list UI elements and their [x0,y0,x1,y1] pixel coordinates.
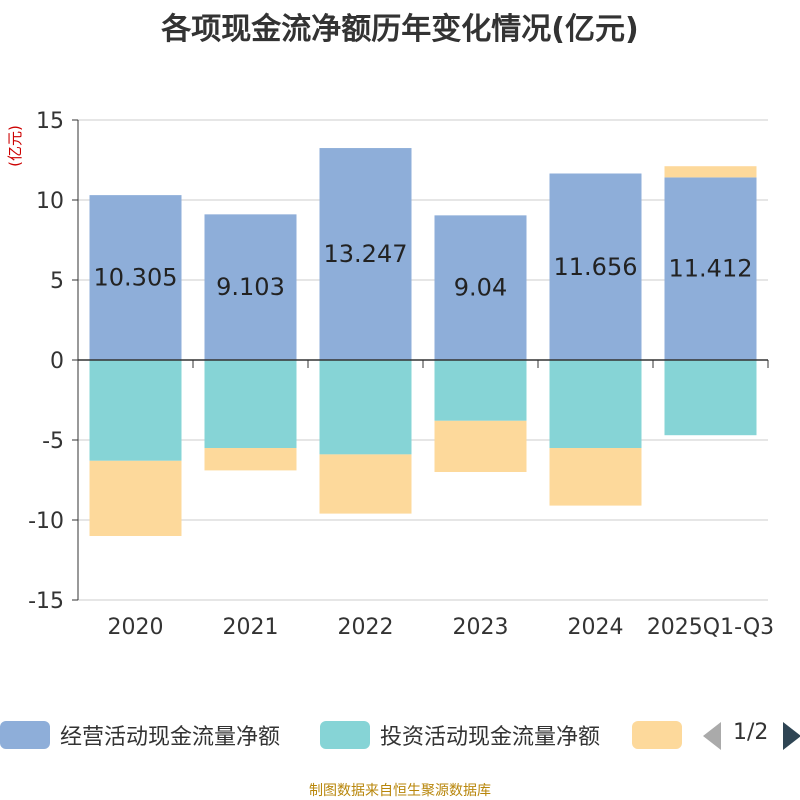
data-label: 9.103 [216,273,285,301]
data-label: 11.656 [554,253,638,281]
bar-0-2022 [319,148,412,360]
x-tick-label: 2024 [568,615,624,640]
bar-2-2025Q1-Q3 [664,166,757,178]
bar-1-2023 [434,360,527,421]
bar-0-2021 [204,214,297,360]
y-axis-label: (亿元) [6,125,24,167]
y-tick-label: 10 [36,189,64,214]
data-label: 13.247 [324,240,408,268]
y-tick-label: -10 [28,509,64,534]
legend-next-page-icon[interactable] [783,722,800,750]
y-tick-label: 0 [50,349,64,374]
legend-item-operating[interactable]: 经营活动现金流量净额 [0,718,280,752]
legend-swatch-financing [632,721,682,749]
bar-0-2024 [549,173,642,360]
y-tick-label: 15 [36,109,64,134]
x-tick-label: 2022 [338,615,394,640]
legend-item-investing[interactable]: 投资活动现金流量净额 [320,718,600,752]
source-note: 制图数据来自恒生聚源数据库 [309,783,491,799]
bar-0-2023 [434,215,527,360]
legend-swatch-investing [320,721,370,749]
y-tick-label: -15 [28,589,64,614]
bar-1-2021 [204,360,297,448]
bar-1-2025Q1-Q3 [664,360,757,436]
legend-label-investing: 投资活动现金流量净额 [380,725,601,750]
legend: 经营活动现金流量净额 投资活动现金流量净额 1/2 [0,718,800,752]
data-label: 10.305 [94,264,178,292]
legend-swatch-operating [0,721,50,749]
chart-title: 各项现金流净额历年变化情况(亿元) [161,12,639,47]
bar-2-2021 [204,448,297,471]
x-tick-label: 2020 [108,615,164,640]
legend-page-indicator: 1/2 [733,720,769,745]
bar-1-2020 [89,360,182,461]
data-label: 9.04 [454,274,507,302]
x-tick-label: 2021 [223,615,279,640]
legend-label-operating: 经营活动现金流量净额 [60,725,281,750]
chart-plot: 15 10 5 0 -5 -10 -15 2020 2021 2022 2023 2024 2025Q1… [6,109,774,640]
bar-2-2022 [319,454,412,514]
legend-prev-page-icon[interactable] [703,722,721,750]
bar-2-2024 [549,448,642,506]
bar-2-2020 [89,460,182,536]
data-label: 11.412 [669,255,753,283]
bar-1-2024 [549,360,642,448]
bar-0-2025Q1-Q3 [664,177,757,360]
y-tick-label: -5 [42,429,64,454]
bar-1-2022 [319,360,412,455]
x-tick-label: 2023 [453,615,509,640]
legend-item-financing[interactable] [632,718,682,752]
bar-2-2023 [434,420,527,472]
bar-0-2020 [89,195,182,360]
y-tick-label: 5 [50,269,64,294]
x-tick-label: 2025Q1-Q3 [647,615,774,640]
